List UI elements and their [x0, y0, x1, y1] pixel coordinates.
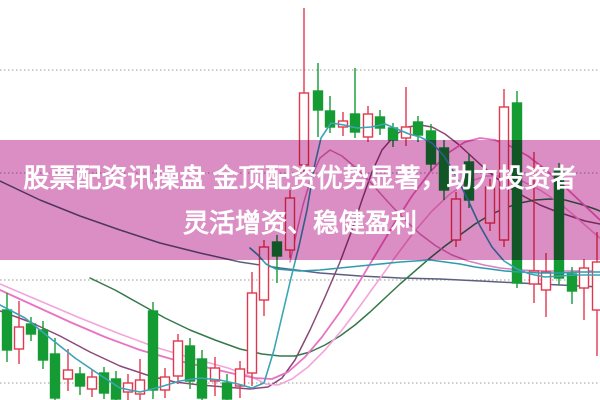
candlestick-chart	[0, 8, 600, 400]
stock-article-header: 股票配资讯操盘 金顶配资优势显著，助力投资者 灵活增资、稳健盈利	[0, 8, 600, 400]
